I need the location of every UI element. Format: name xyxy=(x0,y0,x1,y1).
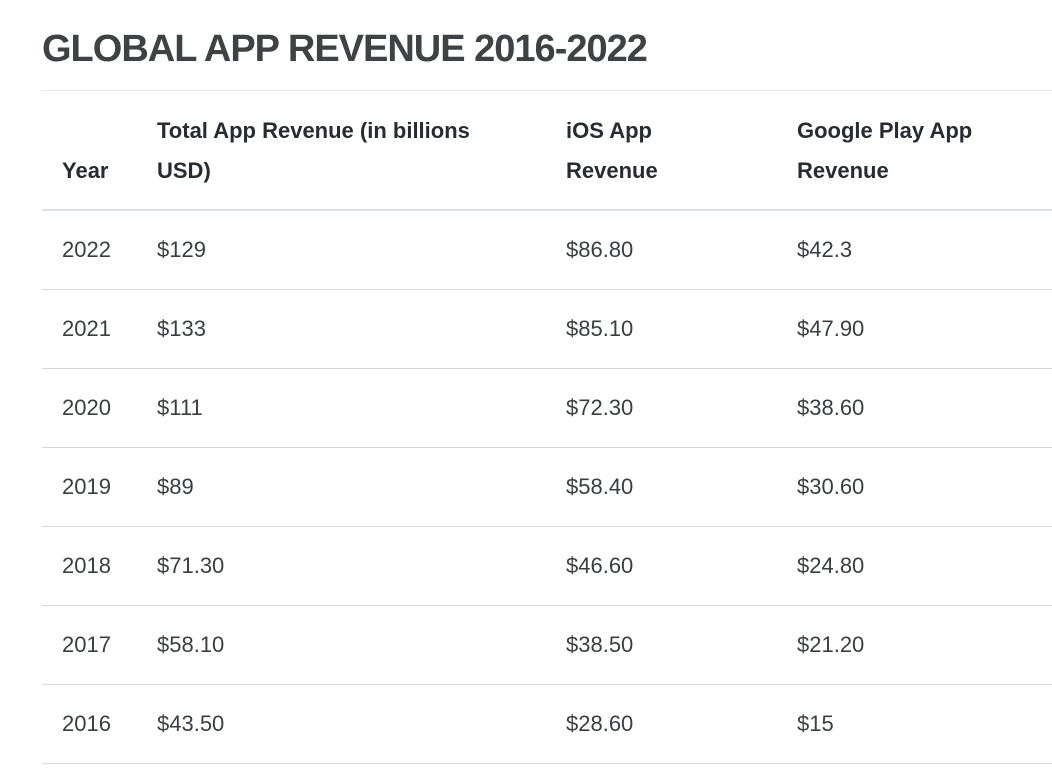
ios-revenue-cell: $46.60 xyxy=(566,526,797,606)
total-revenue-cell: $43.50 xyxy=(157,684,566,764)
google-play-revenue-cell: $38.60 xyxy=(797,368,1052,448)
ios-revenue-cell: $28.60 xyxy=(566,684,797,764)
ios-revenue-cell: $58.40 xyxy=(566,447,797,527)
year-cell: 2017 xyxy=(42,605,157,685)
column-header-year-label: Year xyxy=(62,158,109,183)
total-revenue-cell: $111 xyxy=(157,368,566,448)
column-header-ios-revenue: iOS App Revenue xyxy=(566,90,797,211)
google-play-revenue-cell: $47.90 xyxy=(797,289,1052,369)
table-row-2022: 2022 $129 $86.80 $42.3 xyxy=(42,210,1052,290)
table-row-2017: 2017 $58.10 $38.50 $21.20 xyxy=(42,605,1052,685)
google-play-revenue-cell: $30.60 xyxy=(797,447,1052,527)
year-cell: 2022 xyxy=(42,210,157,290)
table-row-2019: 2019 $89 $58.40 $30.60 xyxy=(42,447,1052,527)
google-play-revenue-cell: $24.80 xyxy=(797,526,1052,606)
column-header-ios-revenue-label: iOS App Revenue xyxy=(566,118,658,183)
total-revenue-cell: $89 xyxy=(157,447,566,527)
app-revenue-table: Year Total App Revenue (in billions USD)… xyxy=(42,90,1052,764)
table-row-2018: 2018 $71.30 $46.60 $24.80 xyxy=(42,526,1052,606)
column-header-total-revenue-label: Total App Revenue (in billions USD) xyxy=(157,118,470,183)
ios-revenue-cell: $72.30 xyxy=(566,368,797,448)
google-play-revenue-cell: $15 xyxy=(797,684,1052,764)
table-row-2021: 2021 $133 $85.10 $47.90 xyxy=(42,289,1052,369)
total-revenue-cell: $129 xyxy=(157,210,566,290)
ios-revenue-cell: $85.10 xyxy=(566,289,797,369)
total-revenue-cell: $71.30 xyxy=(157,526,566,606)
column-header-google-play-revenue-label: Google Play App Revenue xyxy=(797,118,973,183)
column-header-total-revenue: Total App Revenue (in billions USD) xyxy=(157,90,566,211)
column-header-year: Year xyxy=(42,90,157,211)
year-cell: 2020 xyxy=(42,368,157,448)
table-header-row: Year Total App Revenue (in billions USD)… xyxy=(42,90,1052,211)
ios-revenue-cell: $38.50 xyxy=(566,605,797,685)
page-title: GLOBAL APP REVENUE 2016-2022 xyxy=(42,28,648,70)
year-cell: 2016 xyxy=(42,684,157,764)
table-row-2016: 2016 $43.50 $28.60 $15 xyxy=(42,684,1052,764)
year-cell: 2018 xyxy=(42,526,157,606)
total-revenue-cell: $133 xyxy=(157,289,566,369)
year-cell: 2021 xyxy=(42,289,157,369)
google-play-revenue-cell: $21.20 xyxy=(797,605,1052,685)
total-revenue-cell: $58.10 xyxy=(157,605,566,685)
google-play-revenue-cell: $42.3 xyxy=(797,210,1052,290)
ios-revenue-cell: $86.80 xyxy=(566,210,797,290)
column-header-google-play-revenue: Google Play App Revenue xyxy=(797,90,1052,211)
table-row-2020: 2020 $111 $72.30 $38.60 xyxy=(42,368,1052,448)
year-cell: 2019 xyxy=(42,447,157,527)
